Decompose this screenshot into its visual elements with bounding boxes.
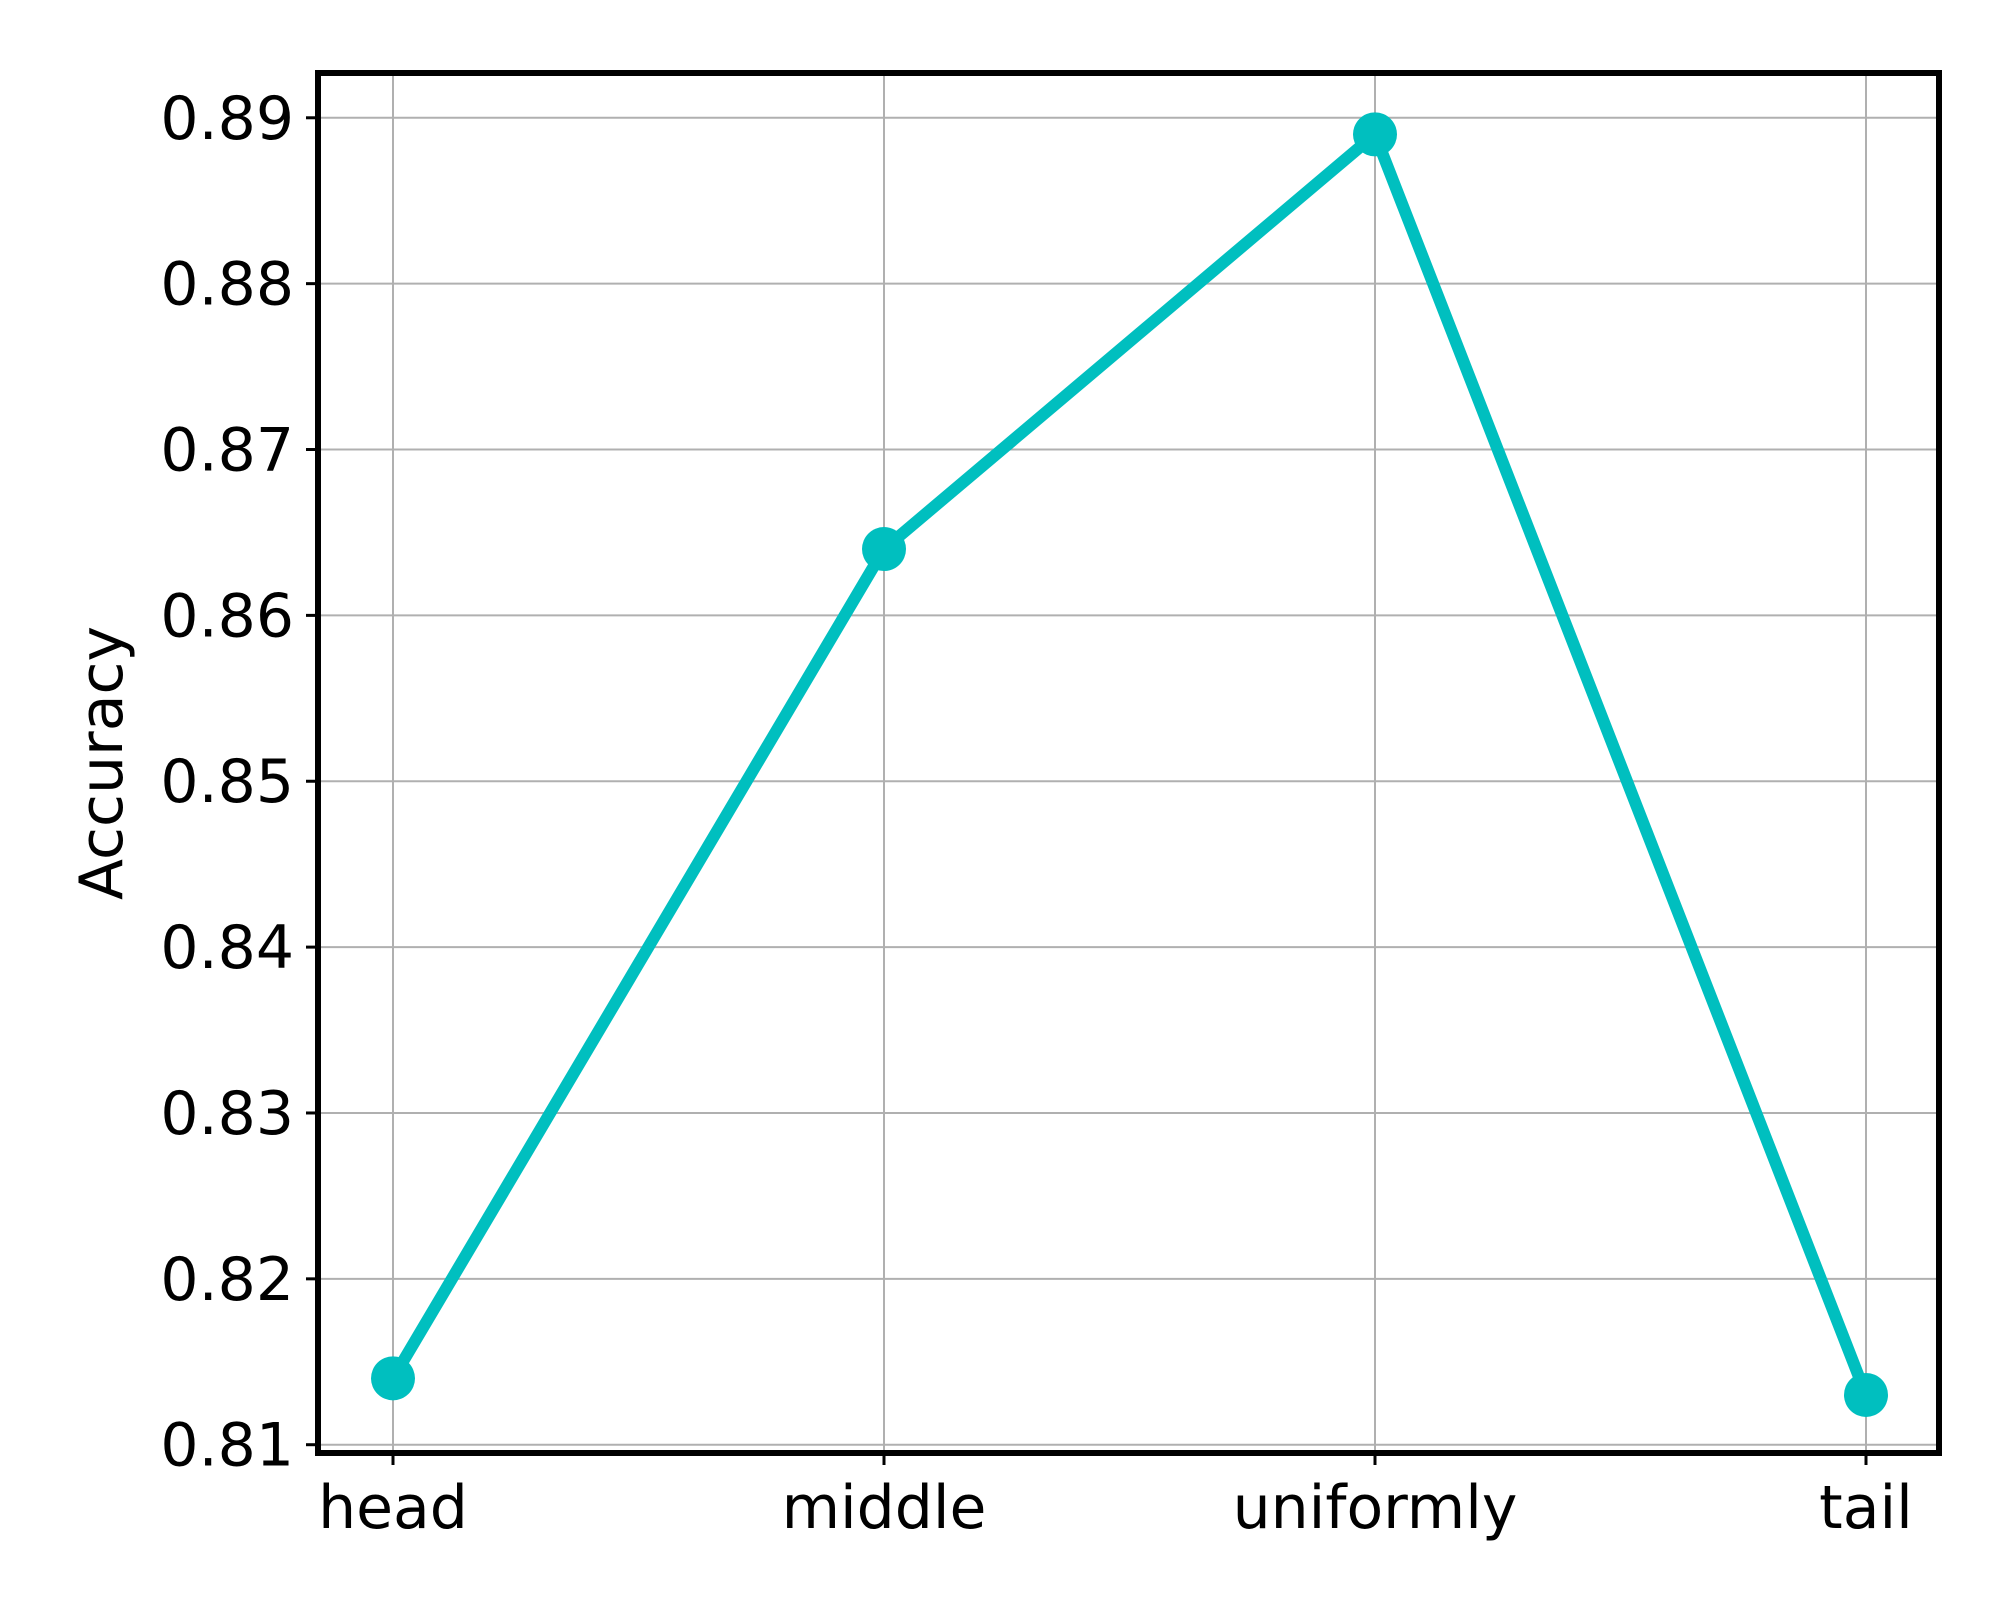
- x-tick-label: uniformly: [1233, 1473, 1518, 1543]
- data-point: [1844, 1372, 1888, 1417]
- y-tick-label: 0.87: [160, 416, 294, 486]
- plot-frame: [315, 70, 1942, 1456]
- y-axis-title: Accuracy: [67, 626, 137, 900]
- data-point: [1353, 112, 1397, 157]
- x-tick-label: tail: [1819, 1473, 1913, 1543]
- grid: [318, 73, 1939, 1453]
- y-tick-label: 0.86: [160, 581, 294, 651]
- series-line: [387, 128, 1872, 1401]
- y-axis: 0.81 0.82 0.83 0.84 0.85 0.86 0.87 0.88 0.89: [160, 84, 318, 1481]
- data-point: [862, 527, 906, 572]
- x-tick-label: middle: [782, 1473, 987, 1543]
- series-layer: [371, 112, 1888, 1417]
- y-tick-label: 0.85: [160, 747, 294, 817]
- y-tick-label: 0.89: [160, 84, 294, 154]
- x-tick-label: head: [318, 1473, 468, 1543]
- x-axis: head middle uniformly tail: [318, 1453, 1913, 1543]
- y-tick-label: 0.82: [160, 1245, 294, 1315]
- y-tick-label: 0.84: [160, 913, 294, 983]
- y-tick-label: 0.81: [160, 1411, 294, 1481]
- y-tick-label: 0.83: [160, 1079, 294, 1149]
- data-point: [371, 1356, 415, 1401]
- y-tick-label: 0.88: [160, 250, 294, 320]
